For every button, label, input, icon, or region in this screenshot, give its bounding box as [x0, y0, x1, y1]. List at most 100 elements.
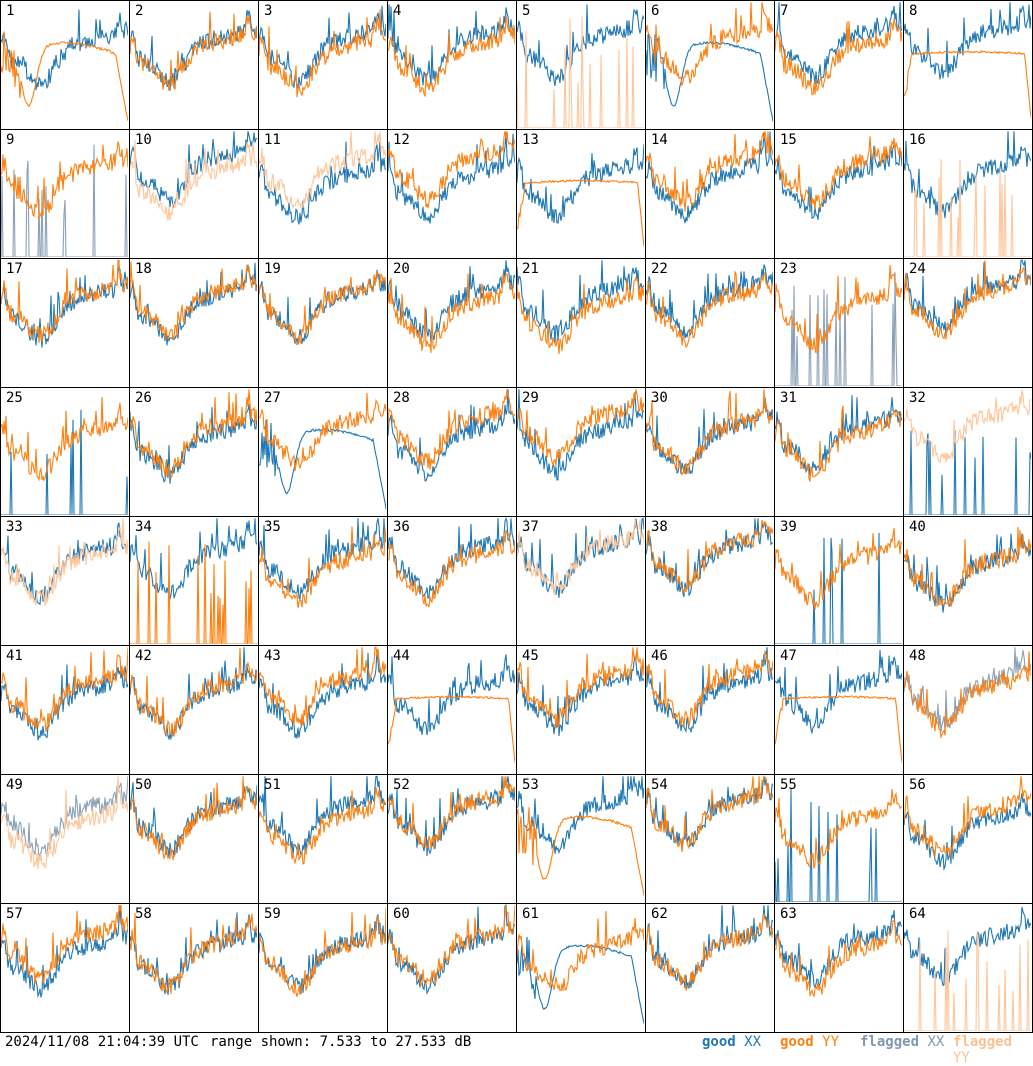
- panel-61-series-yy: [517, 911, 644, 992]
- panel-35-plot: [259, 518, 386, 609]
- panel-number: 7: [780, 3, 789, 19]
- panel-number: 1: [6, 3, 15, 19]
- panel-25-plot: [1, 396, 128, 515]
- panel-16-series-xx: [904, 131, 1031, 219]
- panel-23-plot: [775, 265, 902, 386]
- panel-number: 33: [6, 519, 23, 535]
- panel-24-series-xx: [904, 259, 1031, 336]
- panel-32-series-yy: [904, 389, 1031, 463]
- panel-34-series-yy: [130, 541, 257, 644]
- panel-54-series-xx: [646, 776, 773, 850]
- panel-21: 21: [516, 258, 646, 388]
- panel-4-plot: [388, 4, 515, 97]
- panel-22-series-yy: [646, 269, 773, 349]
- panel-number: 4: [393, 3, 402, 19]
- panel-25: 25: [0, 387, 130, 517]
- panel-64: 64: [903, 903, 1033, 1033]
- panel-40-plot: [904, 526, 1031, 613]
- panel-16-plot: [904, 131, 1031, 257]
- legend-good-xx-pol: XX: [744, 1034, 762, 1050]
- panel-46-plot: [646, 647, 773, 734]
- legend-good-yy: good YY: [780, 1034, 839, 1050]
- panel-3-series-xx: [259, 5, 386, 91]
- panel-6-series-yy: [646, 2, 773, 88]
- panel-20-series-yy: [388, 273, 515, 353]
- panel-27: 27: [258, 387, 388, 517]
- panel-43-series-xx: [259, 649, 386, 739]
- panel-23-series-yy: [775, 265, 902, 354]
- panel-number: 60: [393, 906, 410, 922]
- panel-40-series-yy: [904, 526, 1031, 607]
- panel-9-series-yy: [1, 141, 128, 220]
- panel-7-plot: [775, 2, 902, 96]
- panel-33: 33: [0, 516, 130, 646]
- panel-50-series-yy: [130, 776, 257, 862]
- panel-number: 64: [909, 906, 926, 922]
- panel-number: 61: [522, 906, 539, 922]
- legend-good-xx: good XX: [702, 1034, 761, 1050]
- panel-10-series-yy: [130, 140, 257, 221]
- panel-5-series-xx: [517, 4, 644, 86]
- panel-59-series-xx: [259, 914, 386, 995]
- panel-9-series-xx: [1, 144, 128, 257]
- panel-58-plot: [130, 912, 257, 996]
- panel-number: 53: [522, 777, 539, 793]
- panel-53-plot: [517, 776, 644, 896]
- panel-number: 62: [651, 906, 668, 922]
- panel-57: 57: [0, 903, 130, 1033]
- panel-number: 14: [651, 132, 668, 148]
- panel-number: 16: [909, 132, 926, 148]
- panel-12-plot: [388, 131, 515, 224]
- panel-20-series-xx: [388, 260, 515, 343]
- panel-8: 8: [903, 0, 1033, 130]
- panel-19-series-yy: [259, 270, 386, 346]
- panel-38: 38: [645, 516, 775, 646]
- legend-good-xx-key: good: [702, 1034, 736, 1050]
- panel-number: 34: [135, 519, 152, 535]
- panel-64-series-xx: [904, 906, 1031, 987]
- panel-8-plot: [904, 2, 1031, 118]
- panel-number: 26: [135, 390, 152, 406]
- panel-11: 11: [258, 129, 388, 259]
- panel-number: 28: [393, 390, 410, 406]
- panel-number: 12: [393, 132, 410, 148]
- panel-29-plot: [517, 389, 644, 481]
- panel-1-plot: [1, 9, 128, 121]
- panel-15-plot: [775, 136, 902, 220]
- panel-46-series-yy: [646, 650, 773, 727]
- panel-41-plot: [1, 647, 128, 741]
- panel-18-plot: [130, 261, 257, 346]
- panel-18-series-yy: [130, 261, 257, 341]
- panel-number: 59: [264, 906, 281, 922]
- panel-54: 54: [645, 774, 775, 904]
- panel-number: 48: [909, 648, 926, 664]
- panel-43-plot: [259, 646, 386, 739]
- panel-38-plot: [646, 518, 773, 597]
- panel-number: 56: [909, 777, 926, 793]
- panel-40: 40: [903, 516, 1033, 646]
- panel-1: 1: [0, 0, 130, 130]
- panel-29-series-yy: [517, 389, 644, 467]
- panel-59-series-yy: [259, 907, 386, 997]
- panel-4-series-yy: [388, 15, 515, 97]
- panel-30-series-xx: [646, 397, 773, 475]
- panel-63: 63: [774, 903, 904, 1033]
- panel-number: 17: [6, 261, 23, 277]
- panel-3: 3: [258, 0, 388, 130]
- panel-25-series-yy: [1, 396, 128, 482]
- panel-51-series-xx: [259, 775, 386, 858]
- panel-38-series-yy: [646, 519, 773, 595]
- legend-flagged-yy-pol: YY: [953, 1050, 970, 1066]
- panel-33-plot: [1, 518, 128, 607]
- panel-number: 20: [393, 261, 410, 277]
- panel-22-plot: [646, 264, 773, 349]
- panel-37-series-yy: [517, 518, 644, 596]
- panel-36: 36: [387, 516, 517, 646]
- panel-2: 2: [129, 0, 259, 130]
- panel-39-plot: [775, 527, 902, 644]
- panel-20: 20: [387, 258, 517, 388]
- panel-58-series-yy: [130, 912, 257, 995]
- panel-14: 14: [645, 129, 775, 259]
- panel-44-series-xx: [388, 654, 515, 736]
- panel-14-series-yy: [646, 131, 773, 212]
